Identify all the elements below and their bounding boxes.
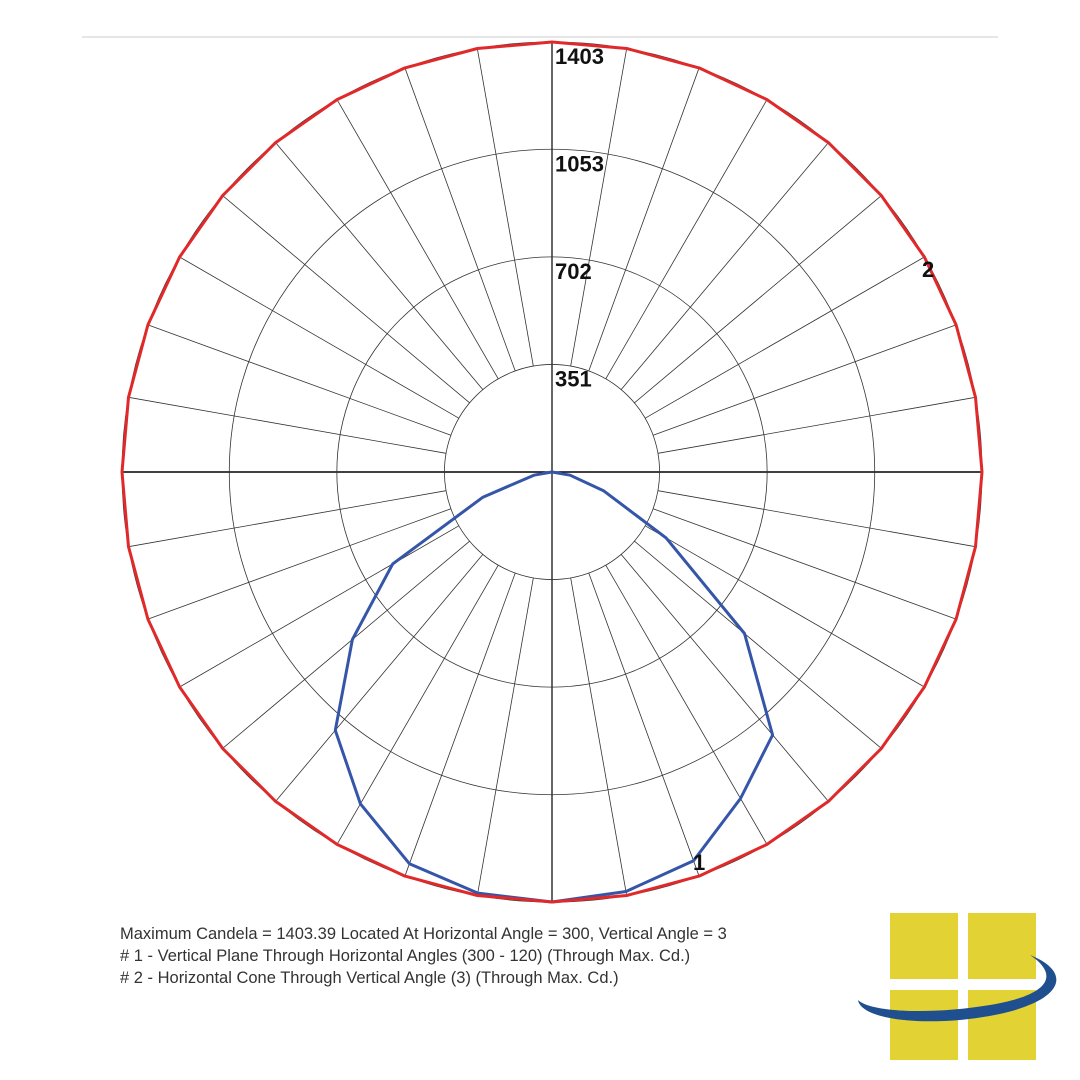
series-name: 2 [922, 257, 934, 282]
spoke [147, 324, 452, 436]
note: # 1 - Vertical Plane Through Horizontal … [120, 947, 690, 965]
logo [858, 913, 1057, 1060]
spoke [275, 554, 484, 802]
spoke [570, 48, 628, 367]
grid-ring [336, 256, 768, 688]
spoke [605, 99, 768, 380]
spoke [657, 490, 976, 548]
spoke [657, 396, 976, 454]
spoke [652, 508, 957, 620]
spoke [605, 564, 768, 845]
spoke [179, 525, 460, 688]
spoke [588, 572, 700, 877]
spoke [476, 48, 534, 367]
series-name: 1 [693, 850, 705, 875]
note: Maximum Candela = 1403.39 Located At Hor… [120, 925, 727, 943]
spoke [620, 554, 829, 802]
spoke [644, 256, 925, 419]
spoke [336, 99, 499, 380]
spoke [222, 540, 470, 749]
r-tick-label: 1403 [555, 44, 604, 69]
spoke [634, 540, 882, 749]
spoke [179, 256, 460, 419]
spoke [275, 142, 484, 390]
spoke [620, 142, 829, 390]
spoke [336, 564, 499, 845]
spoke [570, 577, 628, 896]
spoke [147, 508, 452, 620]
spoke [128, 490, 447, 548]
spoke [652, 324, 957, 436]
spoke [588, 67, 700, 372]
spoke [128, 396, 447, 454]
spoke [476, 577, 534, 896]
note: # 2 - Horizontal Cone Through Vertical A… [120, 969, 619, 987]
series-line [120, 40, 984, 904]
spoke [404, 572, 516, 877]
grid-ring [228, 148, 876, 796]
grid-ring [444, 364, 660, 580]
spoke [222, 195, 470, 404]
spoke [404, 67, 516, 372]
spoke [644, 525, 925, 688]
spoke [634, 195, 882, 404]
r-tick-label: 702 [555, 259, 592, 284]
r-tick-label: 351 [555, 366, 592, 391]
r-tick-label: 1053 [555, 151, 604, 176]
